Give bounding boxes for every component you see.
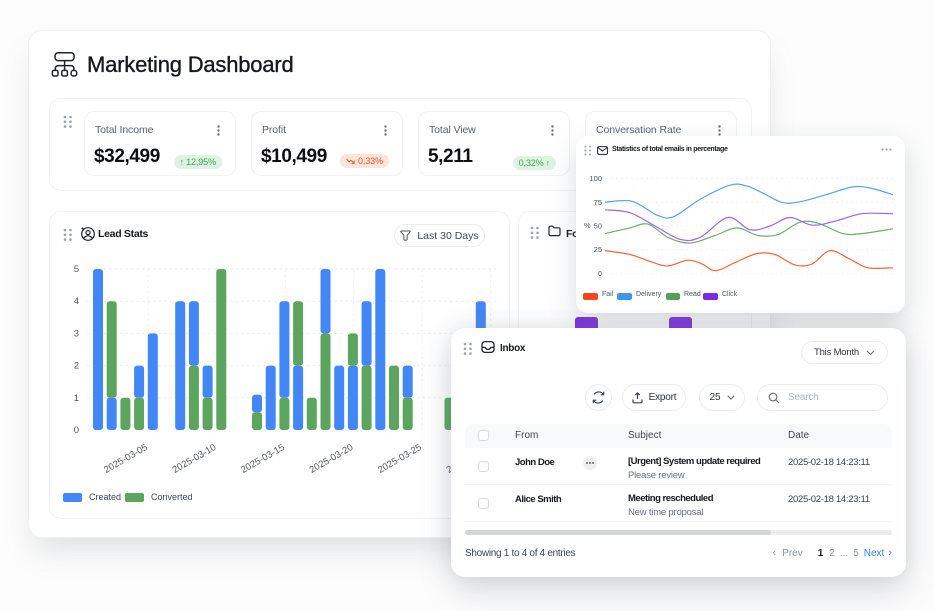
svg-text:5: 5	[74, 264, 79, 275]
svg-text:3: 3	[74, 328, 79, 339]
svg-text:100: 100	[589, 174, 602, 183]
svg-text:%: %	[584, 221, 591, 230]
svg-text:2025-03-05: 2025-03-05	[102, 442, 150, 476]
svg-text:50: 50	[594, 222, 602, 231]
svg-text:0: 0	[598, 269, 602, 278]
svg-text:2025-03-15: 2025-03-15	[239, 442, 287, 476]
svg-text:4: 4	[74, 296, 79, 307]
svg-text:2: 2	[74, 361, 79, 372]
svg-text:2025-03-20: 2025-03-20	[308, 442, 356, 476]
svg-text:2025-03-10: 2025-03-10	[171, 442, 219, 476]
svg-text:1: 1	[74, 393, 79, 404]
svg-text:75: 75	[594, 198, 602, 207]
svg-text:0: 0	[74, 425, 79, 436]
svg-text:2025-03-25: 2025-03-25	[376, 442, 424, 476]
svg-text:25: 25	[594, 245, 602, 254]
